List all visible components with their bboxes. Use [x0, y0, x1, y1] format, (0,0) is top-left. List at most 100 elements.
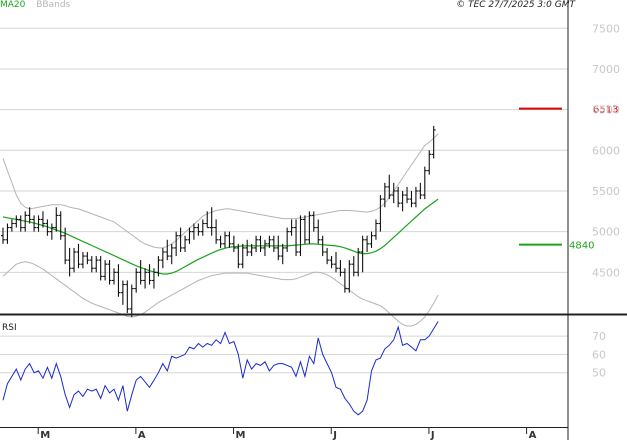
ohlc-bar: [223, 231, 227, 248]
price-tick-label: 6000: [592, 144, 620, 157]
ohlc-bar: [413, 186, 418, 208]
ohlc-bar: [271, 235, 276, 252]
x-tick-label: A: [138, 430, 146, 440]
rsi-tick-label: 70: [592, 330, 606, 343]
ohlc-bar: [316, 219, 321, 244]
ohlc-bar: [183, 235, 188, 252]
ohlc-bar: [227, 231, 232, 248]
ohlc-bar: [5, 223, 10, 244]
ohlc-bar: [351, 256, 356, 277]
ohlc-bar: [236, 243, 241, 269]
ohlc-bar: [160, 247, 165, 269]
ohlc-bar: [356, 247, 361, 277]
ohlc-bar: [325, 247, 330, 265]
ohlc-bar: [338, 260, 343, 277]
price-levels: 6513 4840: [519, 105, 618, 252]
ohlc-bar: [267, 235, 272, 248]
level-label: 6513: [593, 105, 618, 116]
ohlc-bar: [138, 260, 143, 285]
ohlc-bar: [129, 284, 134, 318]
ohlc-bar: [298, 215, 303, 257]
legend: MA20 BBands: [0, 0, 78, 11]
ohlc-bar: [85, 251, 90, 265]
source-timestamp: © TEC 27/7/2025 3:0 GMT: [456, 0, 575, 10]
ohlc-bar: [36, 215, 41, 232]
axes: 7500 7000 6500 6000 5500 5000 4500 70 60 50 M A M J J A: [37, 22, 620, 440]
ohlc-bar: [405, 186, 410, 204]
ohlc-bar: [169, 243, 174, 265]
ohlc-bar: [98, 256, 103, 281]
ohlc-bar: [191, 223, 196, 240]
ohlc-bar: [45, 219, 50, 236]
ohlc-bar: [120, 280, 125, 305]
ohlc-bar: [320, 235, 325, 257]
price-tick-label: 5000: [592, 226, 620, 239]
price-tick-label: 5500: [592, 185, 620, 198]
rsi-panel-title: RSI: [2, 323, 17, 333]
x-tick-label: J: [430, 430, 435, 440]
ohlc-bar: [347, 260, 352, 293]
ohlc-bar: [382, 182, 387, 208]
bb-upper-line: [2, 133, 439, 249]
ohlc-bar: [418, 182, 423, 200]
ohlc-bar: [369, 231, 374, 248]
price-tick-label: 7500: [592, 22, 620, 35]
ohlc-bar: [174, 231, 179, 257]
ohlc-bar: [178, 227, 183, 252]
price-bars: [1, 125, 436, 318]
rsi-panel: RSI: [2, 321, 439, 416]
ohlc-bar: [396, 186, 401, 208]
ohlc-bar: [18, 215, 23, 232]
ohlc-bar: [54, 207, 59, 232]
ohlc-bar: [240, 243, 245, 269]
x-tick-label: M: [40, 430, 50, 440]
x-tick-label: J: [332, 430, 337, 440]
level-label: 4840: [569, 241, 594, 252]
rsi-tick-label: 60: [592, 348, 606, 361]
ohlc-bar: [72, 247, 77, 273]
ohlc-bar: [218, 235, 223, 248]
price-tick-label: 6500: [592, 104, 620, 117]
ohlc-bar: [409, 190, 414, 208]
ohlc-bar: [214, 219, 219, 244]
ohlc-bar: [245, 239, 250, 257]
ohlc-bar: [285, 227, 290, 252]
ohlc-bar: [103, 260, 108, 281]
ohlc-bar: [360, 235, 365, 273]
ohlc-bar: [431, 125, 436, 159]
ohlc-bar: [151, 268, 156, 289]
price-tick-label: 7000: [592, 63, 620, 76]
ohlc-bar: [1, 227, 5, 244]
ohlc-bar: [280, 243, 285, 265]
ohlc-bar: [107, 260, 112, 285]
ohlc-bar: [387, 174, 392, 200]
grid: [0, 27, 568, 374]
ohlc-bar: [49, 223, 54, 240]
bollinger-bands: [2, 133, 439, 327]
legend-item-ma20: MA20: [0, 0, 26, 10]
x-tick-label: M: [236, 430, 246, 440]
ohlc-bar: [254, 235, 259, 252]
ohlc-bar: [9, 219, 14, 232]
ohlc-bar: [342, 268, 347, 293]
ohlc-bar: [329, 256, 334, 269]
ohlc-bar: [125, 280, 130, 313]
ohlc-bar: [89, 256, 94, 273]
ohlc-bar: [209, 207, 214, 236]
ohlc-bar: [23, 211, 28, 232]
ohlc-bar: [67, 247, 72, 277]
ohlc-bar: [422, 166, 427, 200]
ohlc-bar: [391, 182, 396, 204]
ohlc-bar: [365, 235, 370, 252]
ohlc-bar: [134, 268, 139, 293]
ohlc-bar: [165, 239, 170, 261]
ohlc-bar: [116, 264, 121, 297]
ohlc-bar: [262, 239, 267, 257]
ohlc-bar: [27, 207, 32, 224]
ohlc-bar: [143, 268, 148, 289]
ohlc-bar: [311, 211, 316, 232]
rsi-tick-label: 50: [592, 367, 606, 380]
ohlc-bar: [276, 235, 281, 261]
